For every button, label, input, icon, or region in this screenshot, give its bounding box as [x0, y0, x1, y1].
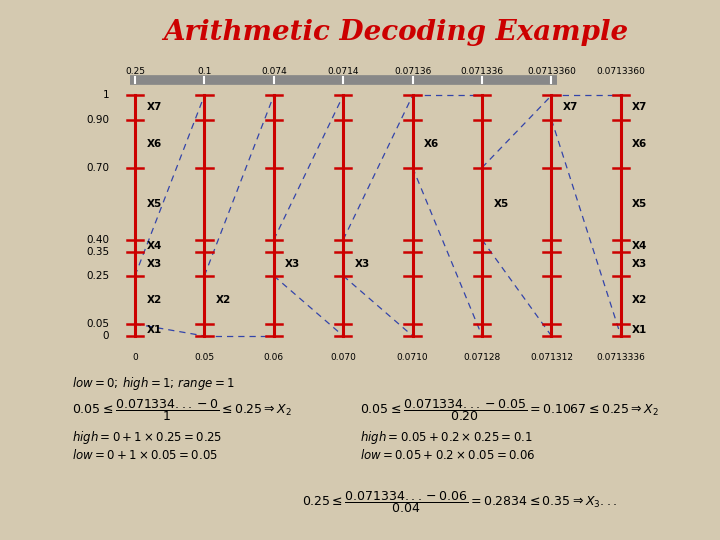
Text: $0.05 \leq \dfrac{0.071334...-0.05}{0.20} = 0.1067 \leq 0.25 \Rightarrow X_2$: $0.05 \leq \dfrac{0.071334...-0.05}{0.20… — [360, 397, 659, 423]
Text: X3: X3 — [146, 259, 161, 269]
Text: $0.05 \leq \dfrac{0.071334...-0}{1} \leq 0.25 \Rightarrow X_2$: $0.05 \leq \dfrac{0.071334...-0}{1} \leq… — [72, 397, 292, 423]
Text: X2: X2 — [216, 295, 231, 305]
Text: 0.0713360: 0.0713360 — [527, 68, 576, 76]
Text: $low = 0;\, high = 1;\, range = 1$: $low = 0;\, high = 1;\, range = 1$ — [72, 375, 235, 392]
Text: 0.070: 0.070 — [330, 353, 356, 362]
Text: 0.0710: 0.0710 — [397, 353, 428, 362]
Text: X1: X1 — [146, 325, 161, 335]
Text: X5: X5 — [632, 199, 647, 208]
Text: 0: 0 — [103, 331, 109, 341]
Text: 0.07128: 0.07128 — [464, 353, 500, 362]
Text: 0.05: 0.05 — [86, 319, 109, 329]
Text: 0.05: 0.05 — [194, 353, 215, 362]
Text: 0.90: 0.90 — [86, 114, 109, 125]
Text: 1: 1 — [102, 91, 109, 100]
Text: $low = 0+1\times0.05 = 0.05$: $low = 0+1\times0.05 = 0.05$ — [72, 448, 218, 462]
Text: 0.25: 0.25 — [86, 271, 109, 281]
Text: X6: X6 — [424, 139, 439, 148]
Text: X4: X4 — [146, 241, 162, 251]
Text: 0.06: 0.06 — [264, 353, 284, 362]
Text: 0: 0 — [132, 353, 138, 362]
Text: $high = 0+1\times0.25 = 0.25$: $high = 0+1\times0.25 = 0.25$ — [72, 429, 222, 446]
Text: $0.25 \leq \dfrac{0.071334...-0.06}{0.04} = 0.2834 \leq 0.35 \Rightarrow X_3...$: $0.25 \leq \dfrac{0.071334...-0.06}{0.04… — [302, 489, 618, 515]
Text: X6: X6 — [146, 139, 161, 148]
Text: 0.40: 0.40 — [86, 235, 109, 245]
Text: 0.25: 0.25 — [125, 68, 145, 76]
Text: X7: X7 — [632, 103, 647, 112]
Text: X5: X5 — [493, 199, 508, 208]
Text: $low = 0.05+0.2\times0.05 = 0.06$: $low = 0.05+0.2\times0.05 = 0.06$ — [360, 448, 536, 462]
Text: 0.70: 0.70 — [86, 163, 109, 173]
Text: X7: X7 — [146, 103, 162, 112]
Text: X4: X4 — [632, 241, 647, 251]
Text: 0.0713360: 0.0713360 — [596, 68, 645, 76]
Text: 0.35: 0.35 — [86, 247, 109, 257]
Text: 0.07136: 0.07136 — [394, 68, 431, 76]
Text: 0.071336: 0.071336 — [461, 68, 503, 76]
Text: X2: X2 — [146, 295, 161, 305]
Text: X7: X7 — [563, 103, 578, 112]
Text: X3: X3 — [632, 259, 647, 269]
Text: 0.0713336: 0.0713336 — [596, 353, 645, 362]
Text: 0.074: 0.074 — [261, 68, 287, 76]
Text: X1: X1 — [632, 325, 647, 335]
Text: 0.0714: 0.0714 — [328, 68, 359, 76]
Text: X3: X3 — [285, 259, 300, 269]
Text: $high = 0.05+0.2\times0.25 = 0.1$: $high = 0.05+0.2\times0.25 = 0.1$ — [360, 429, 533, 446]
Text: 0.1: 0.1 — [197, 68, 212, 76]
Text: X2: X2 — [632, 295, 647, 305]
Text: 0.071312: 0.071312 — [530, 353, 573, 362]
Text: Arithmetic Decoding Example: Arithmetic Decoding Example — [163, 19, 629, 46]
Text: X3: X3 — [354, 259, 370, 269]
Text: X6: X6 — [632, 139, 647, 148]
Text: X5: X5 — [146, 199, 161, 208]
